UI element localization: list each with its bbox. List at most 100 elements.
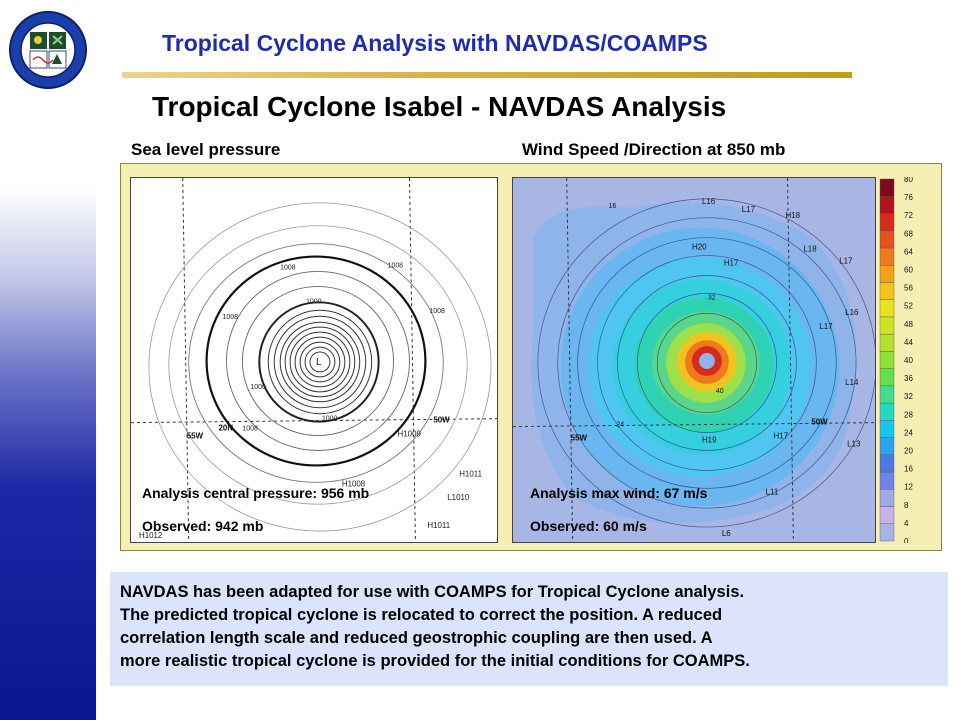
pressure-center-label: H1012: [139, 531, 163, 540]
colorbar-cell: [879, 506, 895, 524]
pressure-center-label: L18: [803, 245, 817, 254]
colorbar-cell: [879, 178, 895, 197]
pressure-center-label: L17: [742, 205, 756, 214]
colorbar-cell: [879, 213, 895, 231]
wind-panel-label: Wind Speed /Direction at 850 mb: [522, 140, 786, 159]
colorbar-tick-label: 60: [904, 266, 913, 275]
pressure-center-label: H1011: [427, 521, 450, 530]
colorbar-tick-label: 32: [904, 392, 913, 401]
observed-pressure: Observed: 942 mb: [142, 518, 264, 534]
colorbar-tick-label: 24: [904, 428, 913, 437]
colorbar-tick-label: 12: [904, 483, 913, 492]
lat-lon-grid: [131, 178, 497, 542]
grid-labels: 55W 50W: [571, 418, 828, 443]
colorbar-tick-label: 72: [904, 211, 913, 220]
colorbar-cell: [879, 247, 895, 266]
isobar-labels: 1008 1008 1008 1008 1000 1000 1000 1008 …: [223, 263, 445, 433]
grid-label: 55W: [571, 434, 588, 443]
colorbar-tick-label: 20: [904, 447, 913, 456]
pressure-center-label: L1010: [447, 493, 470, 502]
grid-labels: 55W 20N 50W: [187, 416, 450, 441]
contour-label: 1008: [388, 263, 404, 270]
naval-research-laboratory-seal-icon: [9, 11, 87, 89]
colorbar-tick-label: 8: [904, 501, 909, 510]
observed-wind: Observed: 60 m/s: [530, 518, 647, 534]
wind-speed-shading: [531, 202, 857, 523]
sea-level-pressure-map: 1008 1008 1008 1008 1000 1000 1000 1008 …: [130, 177, 498, 543]
colorbar-cell: [879, 402, 895, 421]
description-line: more realistic tropical cyclone is provi…: [120, 652, 750, 670]
pressure-center-label: H20: [692, 243, 707, 252]
colorbar-cell: [879, 230, 895, 249]
colorbar-cell: [879, 351, 895, 369]
colorbar-cell: [879, 385, 895, 404]
pressure-center-label: H1009: [398, 430, 422, 439]
colorbar-cell: [879, 420, 895, 438]
colorbar-tick-label: 28: [904, 410, 913, 419]
colorbar-tick-label: 40: [904, 356, 913, 365]
contour-label: 1000: [322, 416, 338, 423]
analysis-max-wind: Analysis max wind: 67 m/s: [530, 485, 708, 501]
header-divider: [122, 72, 852, 78]
description-box: NAVDAS has been adapted for use with COA…: [110, 572, 948, 686]
pressure-center-label: L13: [847, 440, 861, 449]
colorbar-cell: [879, 333, 895, 352]
contour-label: 1008: [429, 308, 445, 315]
pressure-center-label: H17: [774, 432, 789, 441]
pressure-center-label: L6: [722, 529, 731, 538]
description-line: NAVDAS has been adapted for use with COA…: [120, 583, 745, 601]
colorbar-tick-label: 0: [904, 537, 909, 543]
colorbar-tick-label: 68: [904, 229, 913, 238]
colorbar-tick-label: 76: [904, 193, 913, 202]
speed-label: 24: [616, 422, 624, 429]
cyclone-center-label: L: [316, 357, 322, 368]
colorbar-tick-label: 4: [904, 519, 909, 528]
colorbar-tick-label: 16: [904, 465, 913, 474]
colorbar-cell: [879, 489, 895, 507]
pressure-centers: H1008 H1009 H1011 L1010 H1012 H1011: [139, 430, 483, 540]
speed-label: 32: [708, 294, 716, 301]
speed-labels: 32 40 16 24: [608, 203, 723, 429]
description-line: correlation length scale and reduced geo…: [120, 629, 713, 647]
contour-label: 1008: [280, 264, 296, 271]
pressure-center-label: H17: [724, 259, 739, 268]
colorbar-cell: [879, 523, 895, 542]
pressure-center-label: L14: [845, 378, 859, 387]
contour-label: 1000: [250, 384, 266, 391]
page-title: Tropical Cyclone Isabel - NAVDAS Analysi…: [152, 91, 727, 122]
contour-label: 1008: [223, 314, 239, 321]
colorbar-cell: [879, 368, 895, 387]
wind-streamlines: [537, 198, 875, 528]
analysis-central-pressure: Analysis central pressure: 956 mb: [142, 485, 370, 501]
pressure-center-label: H1008: [342, 479, 366, 488]
pressure-center-label: H18: [785, 211, 800, 220]
pressure-center-label: L17: [819, 322, 833, 331]
colorbar-cell: [879, 299, 895, 318]
isobars: [148, 202, 492, 532]
colorbar-cell: [879, 264, 895, 283]
left-gradient-strip: [0, 0, 96, 720]
pressure-center-label: H19: [702, 436, 717, 445]
grid-label: 50W: [811, 418, 828, 427]
pressure-center-label: H1011: [459, 469, 482, 478]
colorbar-cell: [879, 471, 895, 490]
colorbar-cell: [879, 196, 895, 214]
colorbar-tick-label: 56: [904, 284, 913, 293]
grid-label: 50W: [433, 416, 450, 425]
colorbar-cells: [879, 178, 895, 542]
pressure-panel-label: Sea level pressure: [131, 140, 281, 159]
wind-speed-map: 55W 50W L16 L17 H18 H20 L18 L17 L16 H17 …: [512, 177, 876, 543]
colorbar-tick-label: 52: [904, 302, 913, 311]
header-title: Tropical Cyclone Analysis with NAVDAS/CO…: [162, 30, 708, 56]
colorbar-tick-label: 36: [904, 374, 913, 383]
colorbar-cell: [879, 282, 895, 300]
pressure-center-label: L16: [702, 197, 716, 206]
lat-lon-grid: [513, 178, 875, 542]
colorbar-tick-label: 44: [904, 338, 913, 347]
pressure-center-label: L11: [766, 487, 779, 496]
colorbar-tick-label: 80: [904, 177, 913, 184]
pressure-center-label: L17: [839, 257, 853, 266]
grid-label: 55W: [187, 432, 204, 441]
contour-label: 1000: [306, 298, 322, 305]
